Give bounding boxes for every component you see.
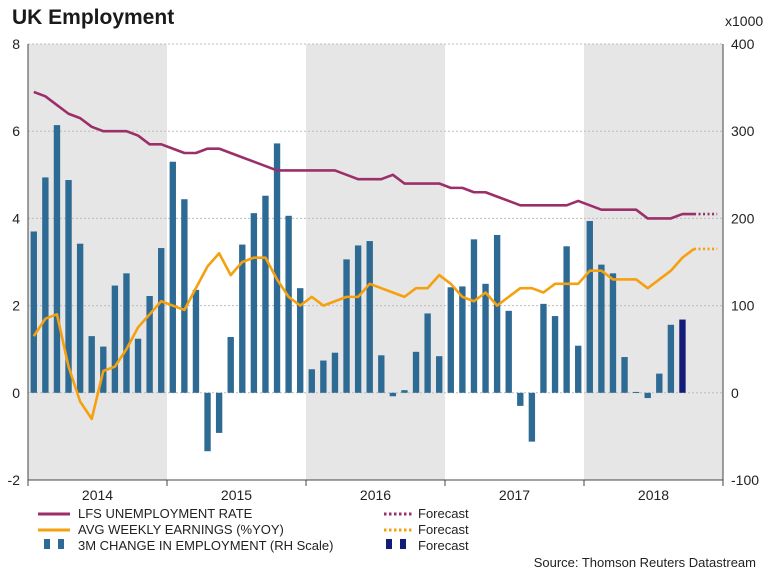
employment-bar bbox=[575, 345, 582, 393]
right-tick-label: 300 bbox=[731, 123, 755, 139]
legend-swatch-employment bbox=[58, 539, 64, 549]
legend-label-employment: 3M CHANGE IN EMPLOYMENT (RH Scale) bbox=[78, 538, 333, 553]
left-tick-label: 4 bbox=[12, 210, 20, 226]
employment-bar bbox=[123, 273, 130, 393]
employment-bar bbox=[30, 231, 37, 393]
legend-forecast-label-employment: Forecast bbox=[418, 538, 469, 553]
employment-bar bbox=[667, 324, 675, 393]
employment-bar bbox=[146, 296, 153, 393]
employment-bar bbox=[378, 355, 385, 393]
employment-bar bbox=[493, 234, 501, 393]
employment-bar bbox=[354, 245, 362, 393]
legend: LFS UNEMPLOYMENT RATE Forecast AVG WEEKLY … bbox=[38, 506, 469, 553]
legend-label-earnings: AVG WEEKLY EARNINGS (%YOY) bbox=[78, 522, 284, 537]
year-label: 2017 bbox=[499, 487, 530, 503]
employment-bar bbox=[285, 215, 292, 393]
left-tick-label: 8 bbox=[12, 36, 20, 52]
employment-bar bbox=[436, 356, 443, 393]
employment-bar bbox=[644, 392, 651, 399]
employment-bar bbox=[470, 239, 478, 393]
employment-bar bbox=[308, 369, 315, 393]
employment-bar bbox=[158, 248, 165, 393]
employment-bar bbox=[609, 273, 617, 393]
employment-bar bbox=[632, 391, 640, 393]
employment-bar bbox=[192, 289, 200, 393]
year-label: 2016 bbox=[360, 487, 391, 503]
employment-bar bbox=[505, 310, 512, 393]
left-tick-label: 2 bbox=[12, 298, 20, 314]
shade-2016 bbox=[306, 44, 445, 480]
left-tick-label: 6 bbox=[12, 123, 20, 139]
year-label: 2018 bbox=[638, 487, 669, 503]
shade-2018 bbox=[584, 44, 723, 480]
employment-bar bbox=[215, 392, 223, 433]
left-tick-label: -2 bbox=[8, 472, 21, 488]
right-axis-unit: x1000 bbox=[725, 13, 763, 29]
year-label: 2015 bbox=[221, 487, 252, 503]
legend-label-unemployment: LFS UNEMPLOYMENT RATE bbox=[78, 506, 253, 521]
employment-bar bbox=[389, 392, 397, 397]
employment-bar bbox=[366, 241, 373, 393]
employment-bar bbox=[181, 199, 188, 393]
employment-bar bbox=[273, 143, 281, 393]
employment-bar bbox=[482, 283, 489, 393]
employment-bar bbox=[528, 392, 536, 442]
employment-bar bbox=[204, 392, 211, 452]
legend-forecast-label-earnings: Forecast bbox=[418, 522, 469, 537]
right-tick-label: -100 bbox=[731, 472, 759, 488]
series-lines bbox=[32, 90, 718, 421]
right-tick-label: 0 bbox=[731, 385, 739, 401]
employment-bar bbox=[88, 336, 95, 393]
source-note: Source: Thomson Reuters Datastream bbox=[533, 555, 756, 570]
employment-bar bbox=[331, 352, 339, 393]
axes: -2 0 2 4 6 8 -100 0 100 200 300 400 x1000 2014 2015 201… bbox=[8, 13, 764, 503]
shade-2014 bbox=[28, 44, 167, 480]
employment-bar bbox=[656, 373, 663, 393]
employment-bar bbox=[111, 285, 119, 393]
legend-swatch-employment bbox=[44, 539, 50, 549]
employment-bar bbox=[424, 313, 431, 393]
employment-forecast-bar bbox=[679, 319, 686, 393]
right-tick-label: 100 bbox=[731, 298, 755, 314]
employment-bar bbox=[401, 390, 408, 393]
year-label: 2014 bbox=[82, 487, 113, 503]
employment-bar bbox=[53, 125, 61, 393]
employment-bars bbox=[30, 125, 686, 452]
employment-bar bbox=[621, 357, 628, 393]
employment-bar bbox=[540, 303, 547, 393]
employment-bar bbox=[551, 316, 559, 393]
employment-bar bbox=[42, 177, 49, 393]
chart-title: UK Employment bbox=[12, 6, 175, 29]
unemployment-line bbox=[33, 90, 695, 220]
employment-bar bbox=[459, 286, 466, 393]
employment-bar bbox=[297, 288, 304, 393]
legend-forecast-swatch-employment bbox=[386, 539, 392, 549]
employment-bar bbox=[262, 195, 269, 393]
employment-bar bbox=[227, 336, 234, 393]
employment-bar bbox=[343, 259, 350, 393]
employment-bar bbox=[169, 161, 176, 393]
employment-bar bbox=[65, 180, 72, 393]
employment-bar bbox=[598, 264, 605, 393]
right-tick-label: 400 bbox=[731, 36, 755, 52]
employment-bar bbox=[412, 351, 420, 393]
year-shading bbox=[28, 44, 723, 480]
legend-forecast-swatch-employment bbox=[400, 539, 406, 549]
left-tick-label: 0 bbox=[12, 385, 20, 401]
employment-bar bbox=[239, 244, 246, 393]
employment-bar bbox=[563, 246, 570, 393]
employment-bar bbox=[134, 338, 142, 393]
employment-bar bbox=[447, 287, 454, 393]
employment-bar bbox=[517, 392, 524, 406]
right-tick-label: 200 bbox=[731, 210, 755, 226]
earnings-line bbox=[32, 247, 695, 421]
employment-bar bbox=[320, 360, 327, 393]
employment-bar bbox=[250, 213, 258, 393]
legend-forecast-label-unemployment: Forecast bbox=[418, 506, 469, 521]
employment-bar bbox=[76, 243, 84, 393]
employment-bar bbox=[586, 221, 593, 393]
